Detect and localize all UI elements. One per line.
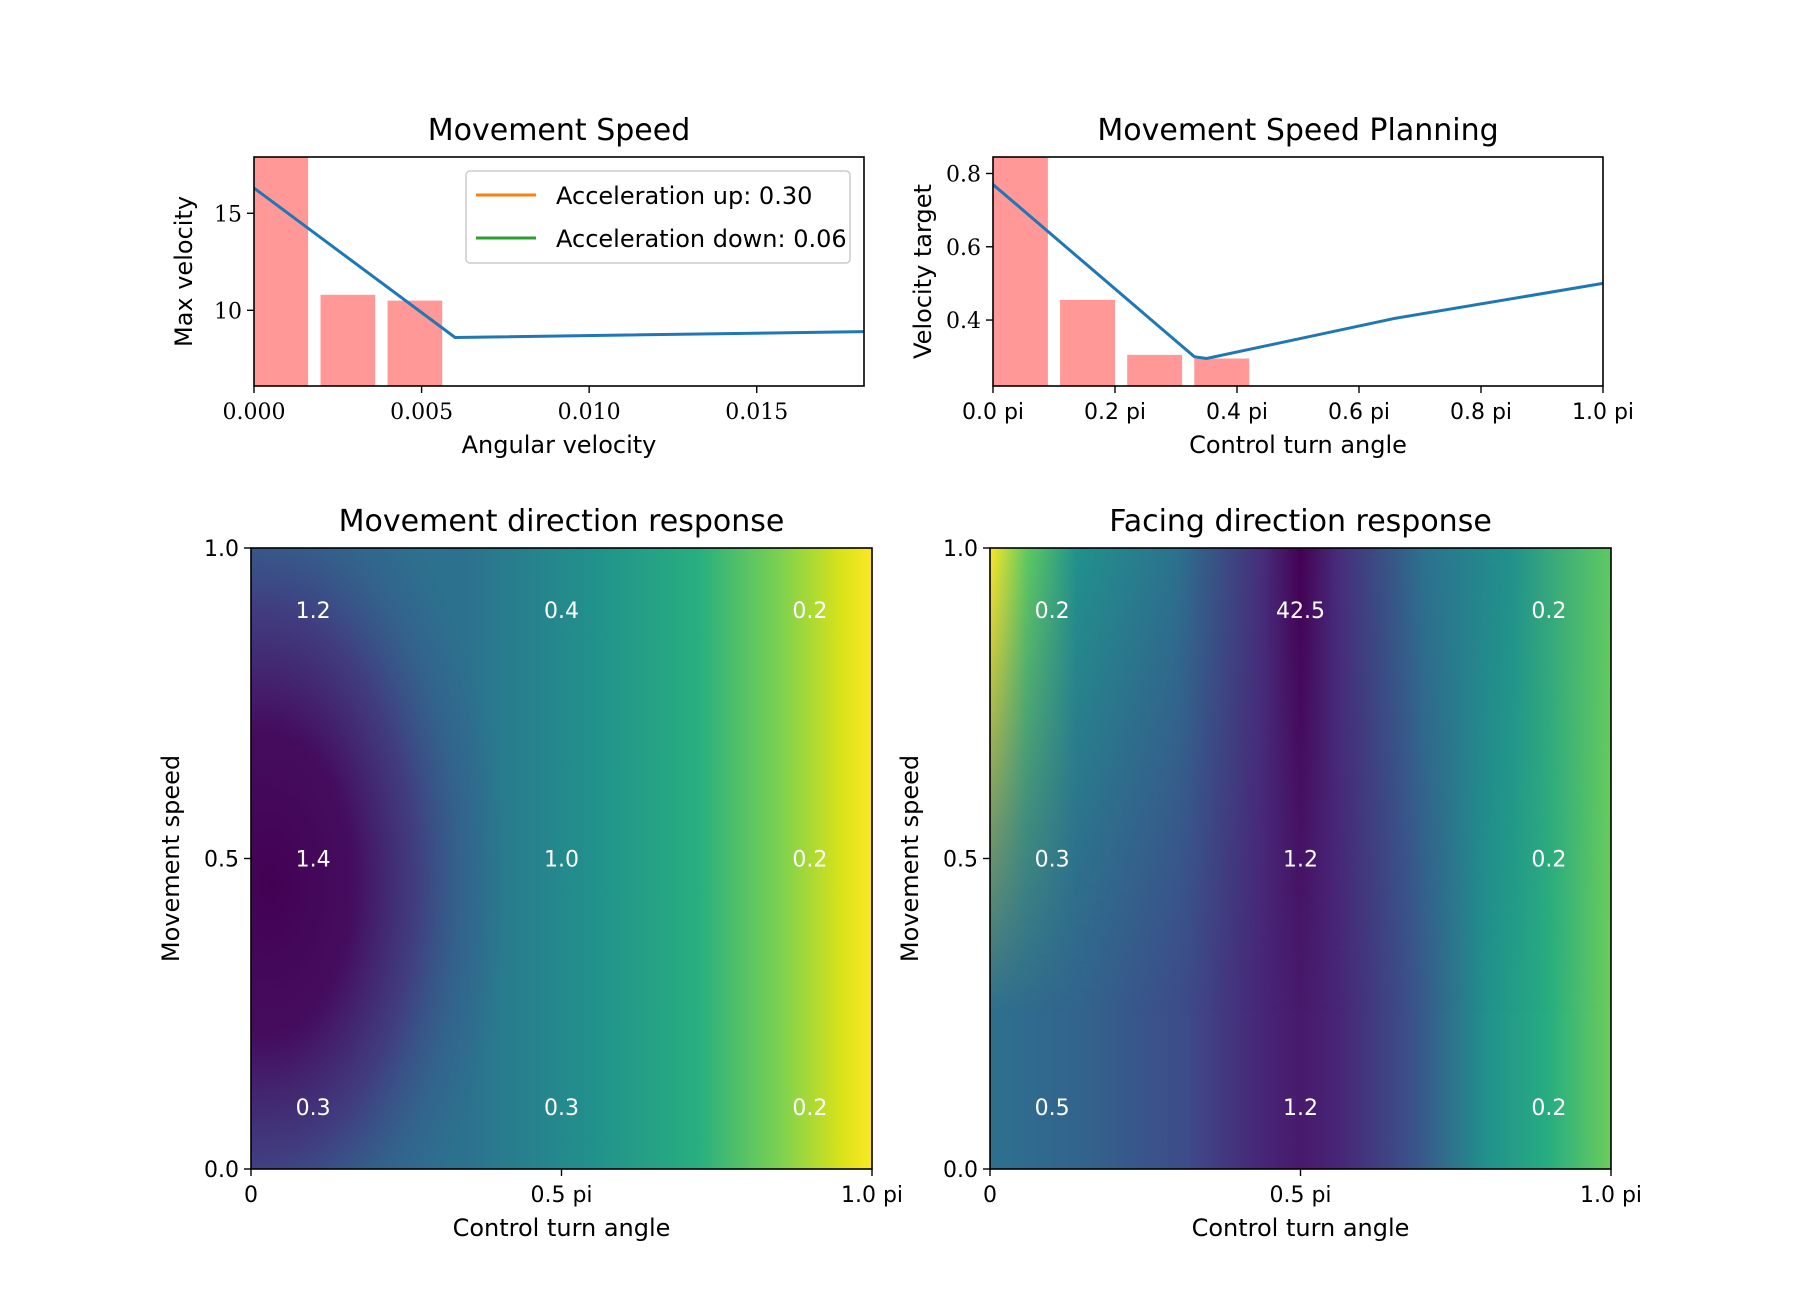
x-axis-label: Control turn angle xyxy=(1189,431,1407,459)
x-tick-label: 0.015 xyxy=(725,400,788,425)
y-tick-label: 1.0 xyxy=(943,537,978,562)
y-tick-label: 0.5 xyxy=(204,848,239,873)
x-tick-label: 0.010 xyxy=(558,400,621,425)
cell-value-label: 0.5 xyxy=(1035,1096,1070,1121)
y-tick-label: 0.4 xyxy=(946,309,981,334)
plot-area xyxy=(993,157,1603,386)
heatmap-top-band xyxy=(990,548,1611,1169)
bar-1 xyxy=(993,157,1048,386)
series-line xyxy=(254,186,864,339)
axes-frame xyxy=(253,156,865,387)
x-tick-label: 0 xyxy=(983,1183,997,1208)
x-tick-label: 1.0 pi xyxy=(1580,1183,1642,1208)
x-tick-label: 0.8 pi xyxy=(1450,400,1512,425)
y-tick-label: 0.6 xyxy=(946,236,981,261)
chart-title: Facing direction response xyxy=(1109,504,1492,539)
axes-frame xyxy=(992,156,1604,387)
y-tick-label: 0.0 xyxy=(943,1158,978,1183)
x-tick-label: 0.6 pi xyxy=(1328,400,1390,425)
panel-planning: Movement Speed Planning 0.0 pi 0.2 pi 0.4 p… xyxy=(909,113,1634,459)
cell-value-label: 0.2 xyxy=(1531,599,1566,624)
x-tick-label: 1.0 pi xyxy=(841,1183,903,1208)
y-tick-label: 0.8 xyxy=(946,162,981,187)
bar-2 xyxy=(320,294,376,386)
bar-3 xyxy=(387,300,443,386)
chart-title: Movement direction response xyxy=(339,504,785,539)
cell-value-label: 0.2 xyxy=(792,1096,827,1121)
panel-speed: Movement Speed 0.000 0.005 0.010 0.015 10 15 An… xyxy=(170,113,865,459)
bar-4 xyxy=(1194,358,1250,386)
heatmap-low-region xyxy=(251,548,661,1169)
legend: Acceleration up: 0.30 Acceleration down: … xyxy=(465,170,851,264)
y-tick-label: 10 xyxy=(214,299,242,324)
cell-value-label: 0.3 xyxy=(296,1096,331,1121)
y-axis-label: Movement speed xyxy=(896,755,924,962)
cell-value-label: 0.3 xyxy=(544,1096,579,1121)
cell-value-label: 0.2 xyxy=(1035,599,1070,624)
bar-1 xyxy=(254,157,309,386)
cell-value-label: 1.0 xyxy=(544,848,579,873)
cell-value-label: 0.2 xyxy=(792,848,827,873)
y-tick-label: 0.0 xyxy=(204,1158,239,1183)
x-axis-label: Control turn angle xyxy=(453,1214,671,1242)
x-tick-label: 0 xyxy=(244,1183,258,1208)
x-tick-label: 0.2 pi xyxy=(1084,400,1146,425)
legend-frame xyxy=(465,170,851,264)
x-axis-label: Angular velocity xyxy=(462,431,657,459)
bar-2 xyxy=(1060,299,1115,386)
cell-value-label: 0.3 xyxy=(1035,848,1070,873)
y-axis-label: Velocity target xyxy=(909,184,937,359)
legend-label-1: Acceleration up: 0.30 xyxy=(556,182,812,210)
series-line xyxy=(993,183,1603,361)
cell-value-label: 0.2 xyxy=(792,599,827,624)
x-tick-label: 1.0 pi xyxy=(1572,400,1634,425)
plot-area xyxy=(254,157,864,386)
y-tick-label: 0.5 xyxy=(943,848,978,873)
y-axis-label: Max velocity xyxy=(170,196,198,347)
y-tick-label: 15 xyxy=(214,202,242,227)
cell-value-label: 1.2 xyxy=(1283,1096,1318,1121)
x-tick-label: 0.005 xyxy=(390,400,453,425)
x-tick-label: 0.4 pi xyxy=(1206,400,1268,425)
cell-value-label: 1.2 xyxy=(1283,848,1318,873)
cell-value-label: 1.2 xyxy=(296,599,331,624)
y-tick-label: 1.0 xyxy=(204,537,239,562)
x-tick-label: 0.5 pi xyxy=(530,1183,592,1208)
chart-title: Movement Speed xyxy=(428,113,691,148)
x-tick-label: 0.000 xyxy=(223,400,286,425)
x-tick-label: 0.5 pi xyxy=(1269,1183,1331,1208)
legend-label-2: Acceleration down: 0.06 xyxy=(556,225,847,253)
panel-facing_dir: Facing direction response 0 0.5 pi 1.0 pi 0.… xyxy=(896,504,1642,1242)
cell-value-label: 1.4 xyxy=(296,848,331,873)
bar-3 xyxy=(1127,354,1183,386)
cell-value-label: 0.2 xyxy=(1531,848,1566,873)
panel-movement_dir: Movement direction response 0 0.5 pi 1.0 pi… xyxy=(157,504,903,1242)
x-tick-label: 0.0 pi xyxy=(962,400,1024,425)
chart-title: Movement Speed Planning xyxy=(1097,113,1498,148)
cell-value-label: 0.2 xyxy=(1531,1096,1566,1121)
cell-value-label: 0.4 xyxy=(544,599,579,624)
x-axis-label: Control turn angle xyxy=(1192,1214,1410,1242)
y-axis-label: Movement speed xyxy=(157,755,185,962)
cell-value-label: 42.5 xyxy=(1276,599,1325,624)
